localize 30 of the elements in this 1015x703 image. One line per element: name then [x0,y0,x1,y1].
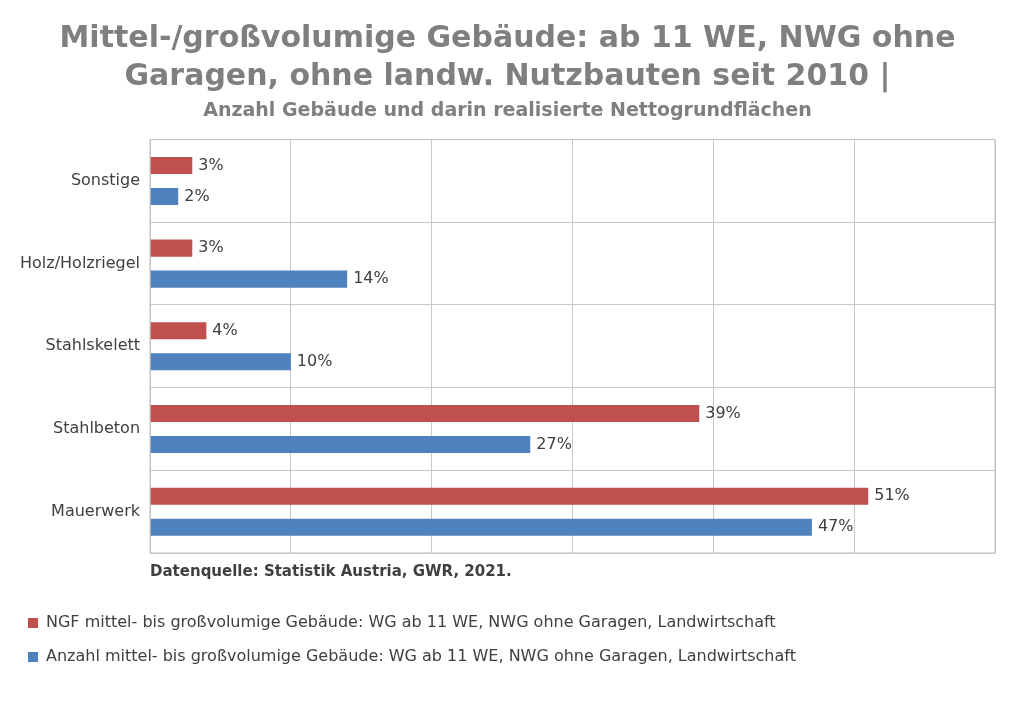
data-label: 3% [198,154,224,174]
y-tick-label: Stahlbeton [53,418,141,438]
legend-label: Anzahl mittel- bis großvolumige Gebäude: WG ab 11 WE, NWG ohne Garagen, Landwirtschaft [46,646,796,666]
data-label: 27% [536,433,572,453]
data-label: 4% [212,319,238,339]
bar [150,404,700,422]
y-tick-label: Sonstige [70,170,141,190]
data-label: 39% [705,402,741,422]
bar [150,518,812,536]
y-tick-label: Mauerwerk [51,500,141,520]
data-label: 10% [296,350,333,370]
data-label: 3% [198,237,224,257]
bar [150,322,207,340]
bar [150,487,869,505]
bar [150,435,531,454]
bar [150,270,348,288]
data-label: 2% [184,185,210,205]
bar [150,187,179,205]
chart-subtitle: Anzahl Gebäude und darin realisierte Nettogrundflächen [202,98,813,120]
data-label: 47% [817,516,854,536]
chart-title: Mittel-/großvolumige Gebäude: ab 11 WE, NWG ohne Garagen, ohne landw. Nutzbauten seit 2010 | [58,18,957,94]
text: Datenquelle: Statistik Austria, GWR, 2021. [150,562,512,581]
bar [150,353,291,371]
y-tick-label: Stahlskelett [45,335,141,355]
legend-label: NGF mittel- bis großvolumige Gebäude: WG ab 11 WE, NWG ohne Garagen, Landwirtschaft [46,612,776,632]
data-label: 14% [353,268,389,288]
data-label: 51% [874,485,910,505]
y-tick-label: Holz/Holzriegel [20,252,141,272]
bar [150,156,193,174]
bar [150,239,193,257]
